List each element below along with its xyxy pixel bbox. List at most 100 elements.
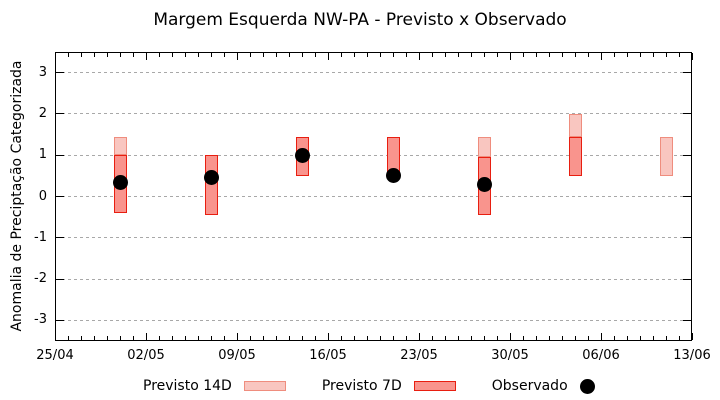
y-tick (56, 113, 64, 115)
x-tick (522, 336, 524, 340)
plot-frame (55, 52, 692, 341)
x-tick (275, 53, 277, 57)
x-tick (119, 336, 121, 340)
y-tick (56, 72, 64, 74)
x-tick (158, 336, 160, 340)
x-tick (691, 53, 693, 60)
x-tick (366, 336, 368, 340)
bar-previsto-7d (204, 155, 218, 216)
x-tick (405, 53, 407, 57)
x-tick (522, 53, 524, 57)
x-tick (431, 53, 433, 57)
x-tick (418, 333, 420, 340)
x-tick (80, 336, 82, 340)
x-tick (132, 53, 134, 57)
x-tick (444, 336, 446, 340)
y-tick (683, 113, 691, 115)
observado-point (476, 176, 492, 192)
x-tick (678, 336, 680, 340)
x-tick (340, 336, 342, 340)
x-tick (106, 336, 108, 340)
x-tick (652, 53, 654, 57)
x-tick (665, 53, 667, 57)
observado-point (294, 147, 310, 163)
y-tick-label: -3 (34, 312, 47, 328)
legend-label-previsto-7d: Previsto 7D (321, 378, 402, 394)
observado-point (385, 168, 401, 184)
x-tick (470, 53, 472, 57)
x-tick (639, 336, 641, 340)
x-tick (158, 53, 160, 57)
x-tick-label: 23/05 (400, 348, 438, 363)
x-tick (496, 336, 498, 340)
x-tick (639, 53, 641, 57)
x-tick (626, 53, 628, 57)
x-tick (249, 336, 251, 340)
x-tick (210, 53, 212, 57)
x-tick (145, 53, 147, 60)
x-tick-label: 13/06 (673, 348, 711, 363)
x-tick (262, 53, 264, 57)
x-tick (587, 53, 589, 57)
y-tick-label: 3 (38, 64, 47, 80)
x-tick (457, 336, 459, 340)
x-tick (587, 336, 589, 340)
x-tick (93, 53, 95, 57)
gridline (56, 237, 691, 239)
x-tick (574, 53, 576, 57)
legend-swatch-observado-icon (579, 378, 595, 394)
x-tick (80, 53, 82, 57)
bar-previsto-7d (568, 136, 582, 176)
bar-previsto-14d (568, 113, 582, 137)
x-tick (509, 53, 511, 60)
x-tick-label: 16/05 (309, 348, 347, 363)
x-tick (483, 336, 485, 340)
x-tick (483, 53, 485, 57)
x-tick (236, 333, 238, 340)
x-tick (574, 336, 576, 340)
legend-item-previsto-14d: Previsto 14D (143, 378, 286, 394)
x-tick-label: 02/05 (127, 348, 165, 363)
x-tick (197, 53, 199, 57)
x-tick (171, 53, 173, 57)
x-tick (392, 336, 394, 340)
x-tick (314, 336, 316, 340)
x-tick (275, 336, 277, 340)
y-tick (683, 278, 691, 280)
x-tick (509, 333, 511, 340)
y-tick-label: 2 (38, 105, 47, 121)
x-tick (93, 336, 95, 340)
x-tick (444, 53, 446, 57)
gridline (56, 319, 691, 321)
x-tick (379, 53, 381, 57)
legend: Previsto 14D Previsto 7D Observado (143, 376, 631, 396)
x-tick (197, 336, 199, 340)
x-tick (314, 53, 316, 57)
gridline (56, 72, 691, 74)
x-tick (548, 336, 550, 340)
x-tick (223, 53, 225, 57)
legend-item-observado: Observado (492, 378, 595, 394)
x-tick (626, 336, 628, 340)
x-tick (67, 53, 69, 57)
x-tick (600, 333, 602, 340)
y-tick-label: 0 (38, 188, 47, 204)
x-tick (67, 336, 69, 340)
x-tick (535, 53, 537, 57)
y-tick (56, 196, 64, 197)
x-tick (548, 53, 550, 57)
y-tick (683, 237, 691, 239)
legend-item-previsto-7d: Previsto 7D (322, 378, 456, 394)
x-tick (665, 336, 667, 340)
legend-label-observado: Observado (491, 378, 568, 394)
bar-previsto-14d (477, 136, 491, 158)
y-tick-label: 1 (38, 147, 47, 163)
x-tick (678, 53, 680, 57)
x-tick (288, 336, 290, 340)
gridline (56, 154, 691, 156)
x-tick (327, 333, 329, 340)
x-tick (535, 336, 537, 340)
x-tick (470, 336, 472, 340)
x-tick (431, 336, 433, 340)
x-tick (249, 53, 251, 57)
